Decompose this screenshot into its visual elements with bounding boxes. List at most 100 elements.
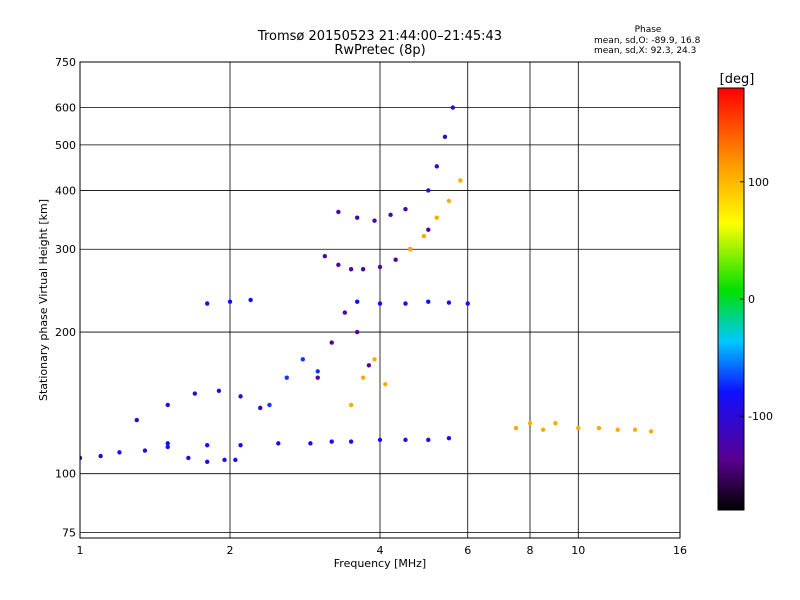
data-point: [329, 439, 334, 444]
stats-heading: Phase: [635, 25, 662, 35]
plot-frame: [79, 61, 681, 539]
colorbar-label: [deg]: [720, 72, 755, 87]
x-tick-labels: 1 2 4 6 8 10 16: [77, 544, 688, 557]
data-point: [348, 267, 354, 272]
data-point: [372, 357, 377, 362]
data-point: [284, 375, 289, 380]
data-point: [377, 301, 383, 306]
y-axis-label: Stationary phase Virtual Height [km]: [37, 199, 50, 401]
data-point: [186, 455, 191, 461]
data-points: [80, 105, 654, 464]
data-point: [354, 215, 360, 220]
data-point: [388, 212, 393, 218]
data-point: [348, 402, 354, 408]
colorbar: [718, 88, 744, 510]
data-point: [446, 198, 452, 204]
data-point: [434, 164, 439, 169]
data-point: [233, 457, 238, 463]
data-point: [216, 388, 222, 394]
data-point: [393, 257, 398, 262]
data-point: [134, 417, 139, 423]
y-tick-label: 750: [55, 56, 76, 69]
x-tick-label: 8: [527, 544, 534, 557]
y-tick-labels: 75 100 200 300 400 500 600 750: [55, 56, 76, 539]
colorbar-tick-label: 100: [748, 176, 769, 189]
x-axis-label: Frequency [MHz]: [334, 557, 426, 570]
data-point: [372, 218, 377, 223]
data-point: [165, 402, 170, 408]
data-point: [336, 262, 341, 267]
colorbar-ticks: 100 0 -100: [740, 176, 773, 423]
data-point: [426, 299, 431, 304]
x-tick-label: 16: [673, 544, 687, 557]
gridlines: [80, 62, 680, 538]
data-point: [238, 442, 243, 448]
data-point: [165, 441, 170, 446]
chart-title: Tromsø 20150523 21:44:00–21:45:43: [257, 29, 502, 44]
data-point: [446, 435, 452, 441]
y-tick-label: 300: [55, 243, 76, 256]
data-point: [342, 310, 348, 315]
data-point: [354, 329, 360, 335]
data-point: [408, 247, 413, 252]
data-point: [336, 209, 341, 215]
data-point: [442, 134, 448, 140]
data-point: [540, 427, 546, 432]
data-point: [446, 300, 452, 305]
data-point: [204, 442, 210, 448]
x-tick-label: 10: [571, 544, 585, 557]
chart-subtitle: RwPretec (8p): [334, 43, 425, 58]
data-point: [403, 437, 408, 443]
stats-x: mean, sd,X: 92.3, 24.3: [594, 46, 696, 56]
data-point: [596, 425, 602, 431]
data-point: [227, 299, 233, 304]
data-point: [204, 301, 210, 306]
data-point: [329, 340, 334, 345]
data-point: [458, 178, 463, 183]
x-tick-label: 2: [227, 544, 234, 557]
data-point: [434, 215, 439, 220]
y-tick-label: 600: [55, 102, 76, 115]
data-point: [377, 264, 383, 270]
x-tick-label: 1: [77, 544, 84, 557]
data-point: [576, 425, 581, 431]
data-point: [354, 299, 360, 304]
x-tick-label: 4: [377, 544, 384, 557]
y-tick-label: 100: [55, 468, 76, 481]
data-point: [527, 421, 533, 426]
data-point: [98, 453, 103, 459]
data-point: [426, 188, 431, 193]
stats-o: mean, sd,O: -89.9, 16.8: [594, 36, 701, 46]
colorbar-tick-label: -100: [748, 410, 773, 423]
data-point: [450, 105, 456, 110]
data-point: [426, 227, 431, 232]
y-tick-label: 400: [55, 184, 76, 197]
data-point: [267, 402, 272, 408]
data-point: [403, 301, 408, 306]
data-point: [322, 253, 328, 259]
data-point: [80, 455, 83, 461]
data-point: [348, 439, 354, 444]
data-point: [426, 437, 431, 443]
data-point: [366, 363, 372, 368]
colorbar-tick-label: 0: [748, 293, 755, 306]
data-point: [165, 444, 170, 450]
x-tick-label: 6: [464, 544, 471, 557]
data-point: [632, 427, 638, 432]
data-point: [258, 405, 263, 411]
data-point: [300, 357, 306, 362]
data-point: [192, 391, 198, 396]
data-point: [513, 425, 519, 431]
data-point: [142, 448, 148, 453]
data-point: [377, 437, 383, 443]
data-point: [315, 375, 320, 380]
data-point: [204, 459, 210, 464]
data-point: [248, 297, 253, 303]
data-point: [238, 394, 243, 399]
data-point: [222, 457, 227, 463]
data-point: [553, 421, 558, 426]
data-point: [403, 206, 408, 212]
data-point: [648, 429, 654, 434]
y-tick-label: 75: [62, 526, 76, 539]
